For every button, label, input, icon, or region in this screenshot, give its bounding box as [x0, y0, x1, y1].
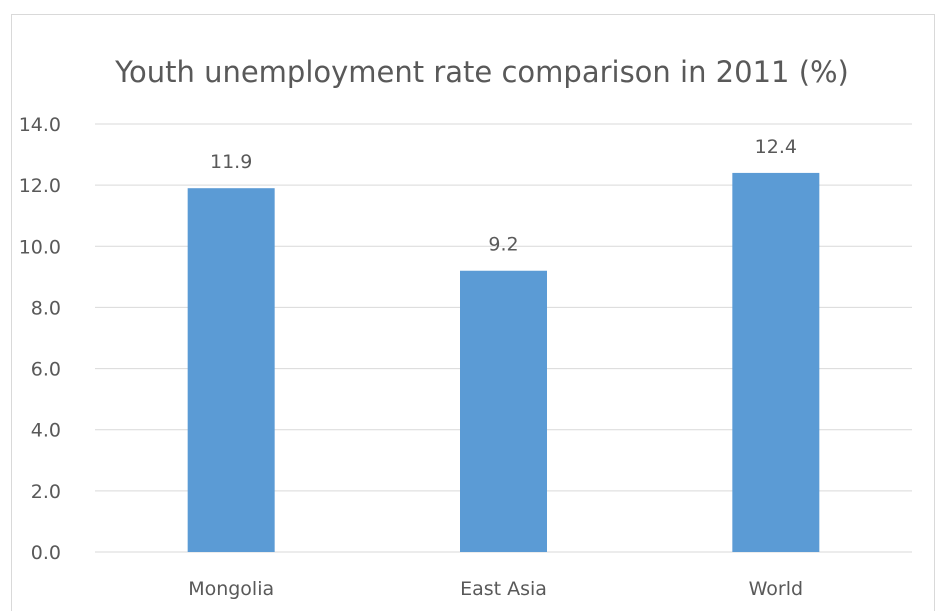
data-label: 9.2: [488, 234, 518, 256]
y-tick-label: 0.0: [31, 542, 61, 564]
y-tick-label: 6.0: [31, 359, 61, 381]
bar: [187, 188, 275, 552]
chart-title: Youth unemployment rate comparison in 20…: [114, 55, 849, 89]
x-tick-label: Mongolia: [188, 578, 274, 600]
y-tick-label: 8.0: [31, 297, 61, 319]
data-labels: 11.9 9.2 12.4: [210, 136, 797, 256]
bar: [460, 270, 547, 552]
x-tick-label: World: [749, 578, 803, 600]
data-label: 12.4: [755, 136, 797, 158]
data-label: 11.9: [210, 151, 252, 173]
x-axis-ticks: Mongolia East Asia World: [188, 578, 803, 600]
y-axis-ticks: 0.0 2.0 4.0 6.0 8.0 10.0 12.0 14.0: [19, 114, 61, 564]
y-tick-label: 14.0: [19, 114, 61, 136]
bar: [732, 172, 820, 552]
bars: [187, 172, 820, 552]
y-tick-label: 2.0: [31, 481, 61, 503]
y-tick-label: 4.0: [31, 420, 61, 442]
x-tick-label: East Asia: [460, 578, 547, 600]
y-tick-label: 10.0: [19, 236, 61, 258]
y-tick-label: 12.0: [19, 175, 61, 197]
